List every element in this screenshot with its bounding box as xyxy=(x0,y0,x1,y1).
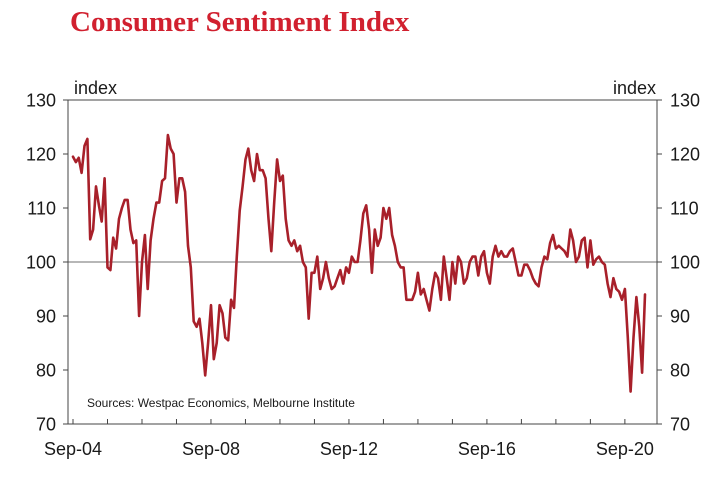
source-note: Sources: Westpac Economics, Melbourne In… xyxy=(87,396,355,410)
y-tick-label-left: 110 xyxy=(27,199,56,219)
y-tick-label-right: 130 xyxy=(670,91,700,111)
chart-title: Consumer Sentiment Index xyxy=(70,6,410,38)
y-axis-label-left: index xyxy=(74,78,117,98)
y-tick-label-right: 70 xyxy=(670,415,690,435)
y-tick-label-right: 120 xyxy=(670,145,700,165)
y-tick-label-right: 100 xyxy=(670,253,700,273)
y-tick-label-left: 80 xyxy=(36,361,56,381)
x-tick-label: Sep-16 xyxy=(458,439,516,459)
y-tick-label-left: 100 xyxy=(26,253,56,273)
y-axis-label-right: index xyxy=(613,78,656,98)
x-tick-label: Sep-08 xyxy=(182,439,240,459)
y-tick-label-right: 110 xyxy=(670,199,699,219)
y-tick-label-left: 130 xyxy=(26,91,56,111)
y-tick-label-left: 120 xyxy=(26,145,56,165)
y-tick-label-right: 90 xyxy=(670,307,690,327)
y-tick-label-left: 90 xyxy=(36,307,56,327)
x-tick-label: Sep-12 xyxy=(320,439,378,459)
y-tick-label-right: 80 xyxy=(670,361,690,381)
x-tick-label: Sep-04 xyxy=(44,439,102,459)
series-line-consumer-sentiment xyxy=(71,133,647,393)
x-tick-label: Sep-20 xyxy=(596,439,654,459)
y-tick-label-left: 70 xyxy=(36,415,56,435)
